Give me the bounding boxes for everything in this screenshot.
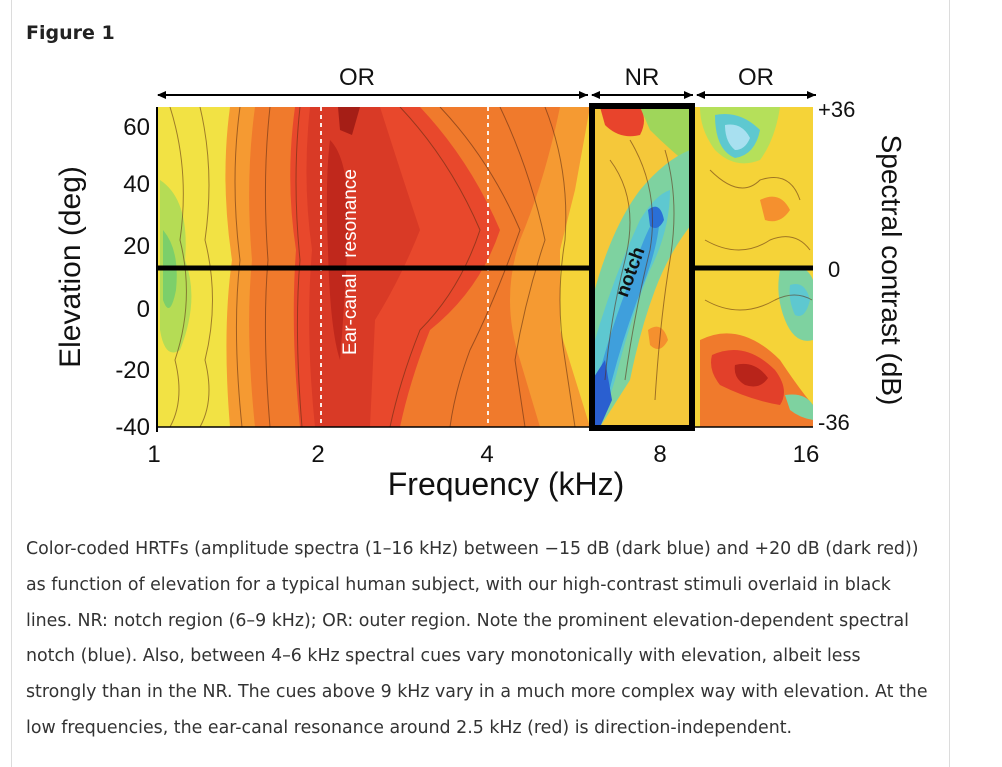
region-label-or-right: OR [738, 64, 774, 91]
contrast-tick-0: 0 [828, 257, 840, 282]
x-tick-16: 16 [793, 441, 820, 468]
figure-label: Figure 1 [26, 22, 115, 44]
y-tick-0: 0 [137, 296, 150, 323]
contrast-tick-minus-36: -36 [818, 410, 850, 435]
right-axis-ticks: +36 0 -36 [818, 97, 855, 435]
x-tick-2: 2 [311, 441, 324, 468]
contrast-tick-plus-36: +36 [818, 97, 855, 122]
left-axis-title: Elevation (deg) [54, 166, 87, 368]
x-axis-title: Frequency (kHz) [388, 466, 625, 502]
region-label-or-left: OR [339, 64, 375, 91]
left-axis-ticks: 60 40 20 0 -20 -40 [115, 114, 150, 441]
y-tick-20: 20 [123, 233, 150, 260]
ear-canal-resonance-label: Ear-canal resonance [340, 169, 361, 355]
region-label-nr: NR [625, 64, 660, 91]
right-axis-title: Spectral contrast (dB) [876, 135, 907, 406]
y-tick-60: 60 [123, 114, 150, 141]
y-tick-minus-20: -20 [115, 357, 150, 384]
article-frame [11, 0, 950, 767]
y-tick-minus-40: -40 [115, 414, 150, 441]
stimulus-overlay [157, 103, 813, 431]
x-tick-1: 1 [147, 441, 160, 468]
y-tick-40: 40 [123, 171, 150, 198]
hrtf-figure: OR NR OR 60 40 20 0 -20 -40 Elevation (d… [54, 64, 907, 502]
x-tick-8: 8 [653, 441, 666, 468]
x-tick-4: 4 [480, 441, 493, 468]
figure-caption: Color-coded HRTFs (amplitude spectra (1–… [26, 539, 928, 738]
x-axis-ticks: 1 2 4 8 16 [147, 441, 819, 468]
